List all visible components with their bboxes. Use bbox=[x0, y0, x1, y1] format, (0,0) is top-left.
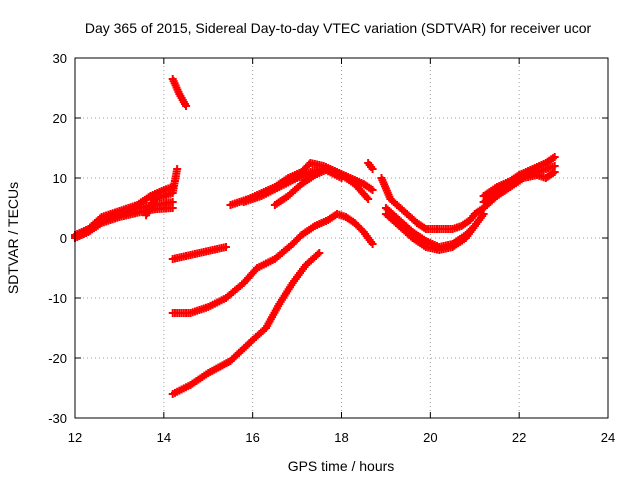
data-point-marker bbox=[368, 165, 377, 173]
x-tick-label: 20 bbox=[423, 430, 437, 445]
x-tick-label: 18 bbox=[334, 430, 348, 445]
data-point-marker bbox=[470, 222, 479, 230]
chart-title: Day 365 of 2015, Sidereal Day-to-day VTE… bbox=[85, 20, 592, 36]
x-tick-label: 16 bbox=[245, 430, 259, 445]
series-arc-3 bbox=[168, 243, 231, 263]
grid-lines bbox=[75, 58, 608, 418]
series-arc-8-lower bbox=[479, 168, 559, 212]
data-point-marker bbox=[168, 204, 177, 212]
series-arc-5 bbox=[168, 249, 324, 398]
series-arc-7-a bbox=[364, 159, 377, 173]
data-point-marker bbox=[550, 168, 559, 176]
data-point-marker bbox=[313, 250, 322, 259]
series-arc-4 bbox=[168, 210, 377, 317]
x-tick-label: 22 bbox=[512, 430, 526, 445]
y-tick-label: 10 bbox=[53, 171, 67, 186]
y-tick-label: -20 bbox=[48, 351, 67, 366]
data-point-marker bbox=[364, 195, 373, 203]
y-tick-label: 20 bbox=[53, 111, 67, 126]
x-tick-label: 24 bbox=[601, 430, 615, 445]
data-point-marker bbox=[315, 249, 324, 257]
x-axis-title: GPS time / hours bbox=[288, 458, 395, 474]
data-point-marker bbox=[550, 153, 559, 161]
data-point-marker bbox=[222, 243, 231, 251]
series-arc-7-b bbox=[377, 174, 488, 233]
series-arc-2 bbox=[168, 75, 191, 110]
series-arc-6-mid bbox=[239, 165, 346, 206]
plot-frame bbox=[74, 57, 609, 419]
x-tick-label: 14 bbox=[157, 430, 171, 445]
series-arc-1-spread bbox=[142, 165, 182, 220]
x-tick-label: 12 bbox=[68, 430, 82, 445]
y-axis-ticks: -30 -20 -10 0 10 20 30 bbox=[48, 51, 608, 426]
data-point-marker bbox=[368, 186, 377, 194]
data-points bbox=[71, 75, 559, 398]
y-axis-title: SDTVAR / TECUs bbox=[5, 182, 21, 294]
series-arc-7-d bbox=[381, 210, 479, 254]
data-point-marker bbox=[173, 165, 182, 173]
y-tick-label: -10 bbox=[48, 291, 67, 306]
x-axis-ticks: 12 14 16 18 20 22 24 bbox=[68, 58, 615, 445]
y-tick-label: 30 bbox=[53, 51, 67, 66]
data-point-marker bbox=[337, 174, 346, 182]
data-point-marker bbox=[368, 240, 377, 248]
y-tick-label: 0 bbox=[60, 231, 67, 246]
data-point-marker bbox=[182, 102, 191, 110]
y-tick-label: -30 bbox=[48, 411, 67, 426]
